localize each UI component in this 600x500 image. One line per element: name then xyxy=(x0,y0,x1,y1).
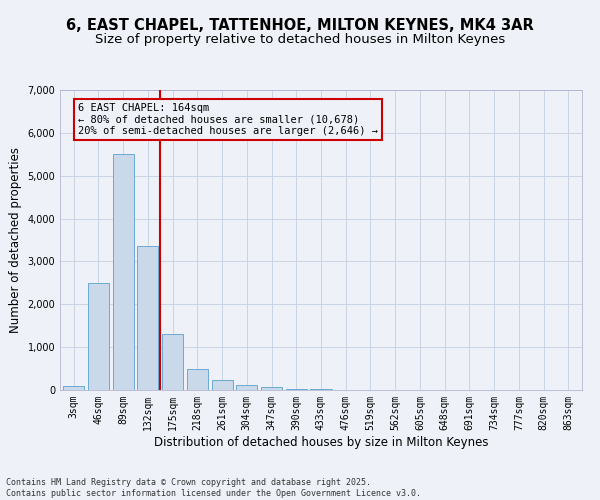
Bar xyxy=(137,246,158,390)
Bar xyxy=(162,334,183,390)
Bar xyxy=(63,386,84,390)
Bar xyxy=(88,283,109,390)
Text: Contains HM Land Registry data © Crown copyright and database right 2025.
Contai: Contains HM Land Registry data © Crown c… xyxy=(6,478,421,498)
Text: 6, EAST CHAPEL, TATTENHOE, MILTON KEYNES, MK4 3AR: 6, EAST CHAPEL, TATTENHOE, MILTON KEYNES… xyxy=(66,18,534,32)
Bar xyxy=(187,368,208,390)
X-axis label: Distribution of detached houses by size in Milton Keynes: Distribution of detached houses by size … xyxy=(154,436,488,448)
Text: Size of property relative to detached houses in Milton Keynes: Size of property relative to detached ho… xyxy=(95,32,505,46)
Bar xyxy=(113,154,134,390)
Bar xyxy=(286,388,307,390)
Bar xyxy=(212,380,233,390)
Bar xyxy=(261,388,282,390)
Bar xyxy=(236,386,257,390)
Text: 6 EAST CHAPEL: 164sqm
← 80% of detached houses are smaller (10,678)
20% of semi-: 6 EAST CHAPEL: 164sqm ← 80% of detached … xyxy=(78,103,378,136)
Y-axis label: Number of detached properties: Number of detached properties xyxy=(9,147,22,333)
